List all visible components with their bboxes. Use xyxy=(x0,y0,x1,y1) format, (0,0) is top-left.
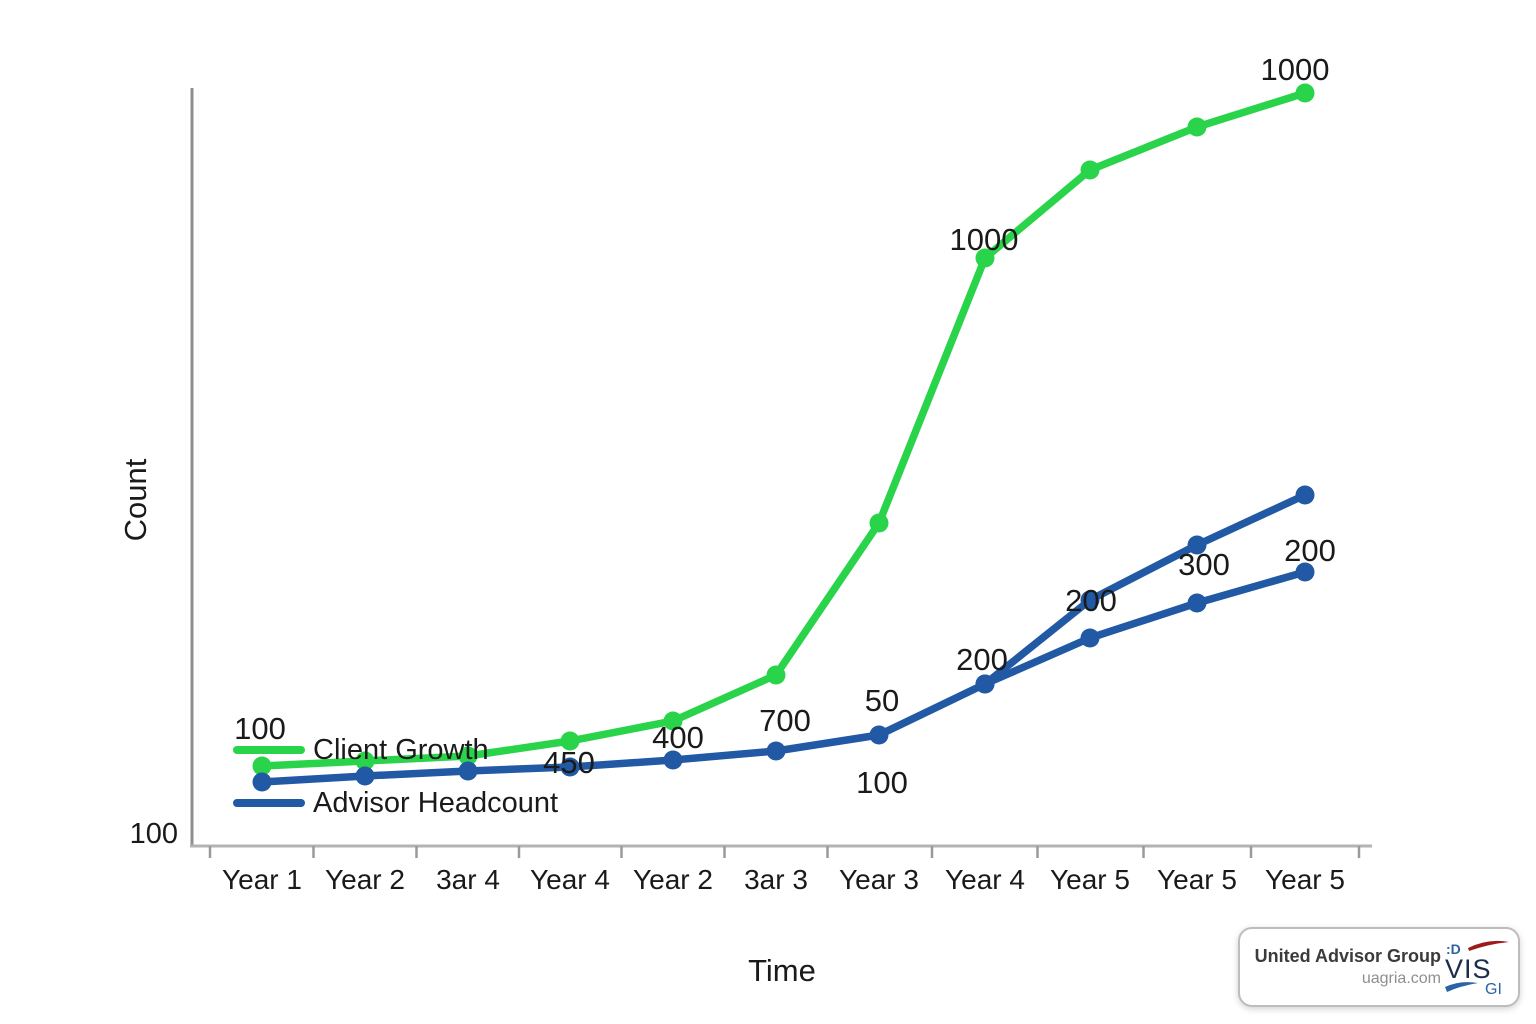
x-axis-title: Time xyxy=(748,953,816,988)
logo-main-text: VIS xyxy=(1445,954,1492,984)
logo-bottom-text: GI xyxy=(1485,981,1502,997)
data-point-label: 1000 xyxy=(949,222,1019,257)
data-point-label: 50 xyxy=(864,683,900,718)
brand-text-block: United Advisor Group uagria.com xyxy=(1255,946,1441,988)
data-point-label: 100 xyxy=(856,765,908,800)
legend-swatch-client-growth xyxy=(233,746,305,754)
logo-blue-swoosh-icon xyxy=(1445,982,1478,992)
x-axis-tick-label: Year 5 xyxy=(1157,864,1237,895)
x-axis-tick-label: Year 1 xyxy=(222,864,302,895)
legend-label-client-growth: Client Growth xyxy=(313,733,489,766)
data-point-label: 200 xyxy=(1284,533,1336,568)
legend-item-advisor-headcount: Advisor Headcount xyxy=(233,787,558,819)
brand-website: uagria.com xyxy=(1361,970,1441,987)
brand-org-name: United Advisor Group xyxy=(1254,946,1441,966)
y-axis-tick-label: 100 xyxy=(129,818,178,850)
y-axis-title: Count xyxy=(118,458,153,542)
x-axis-tick-label: Year 5 xyxy=(1265,864,1345,895)
data-point-label: 300 xyxy=(1178,547,1230,582)
data-point-label: 1000 xyxy=(1260,52,1330,87)
legend-swatch-advisor-headcount xyxy=(233,799,305,807)
data-point-label: 100 xyxy=(234,711,286,746)
legend-label-advisor-headcount: Advisor Headcount xyxy=(313,786,559,819)
data-point-label: 200 xyxy=(1065,583,1117,618)
data-point-label: 700 xyxy=(759,703,811,738)
legend-item-client-growth: Client Growth xyxy=(233,734,558,766)
data-point-label: 200 xyxy=(956,642,1008,677)
x-axis-tick-label: Year 2 xyxy=(325,864,405,895)
logo-red-swoosh-icon xyxy=(1468,940,1509,951)
data-point-label: 450 xyxy=(543,745,595,780)
x-axis-tick-label: Year 5 xyxy=(1050,864,1130,895)
x-axis-tick-label: Year 2 xyxy=(633,864,713,895)
x-axis-tick-label: Year 4 xyxy=(530,864,610,895)
brand-logo: :D VIS GI xyxy=(1445,940,1509,997)
x-axis-tick-label: 3ar 4 xyxy=(436,864,500,895)
x-axis-tick-label: Year 4 xyxy=(945,864,1025,895)
logo-top-text: :D xyxy=(1446,941,1461,957)
data-point-label: 400 xyxy=(652,720,704,755)
x-axis-tick-label: 3ar 3 xyxy=(744,864,808,895)
legend: Client Growth Advisor Headcount xyxy=(233,734,558,819)
x-axis-tick-label: Year 3 xyxy=(839,864,919,895)
brand-card: United Advisor Group uagria.com :D VIS G… xyxy=(1238,927,1520,1007)
